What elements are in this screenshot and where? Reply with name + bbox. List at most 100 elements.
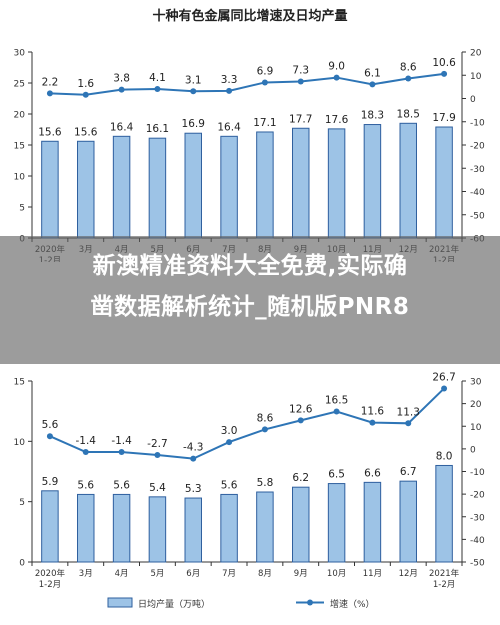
line-value-label: -1.4	[76, 435, 97, 447]
bar	[184, 497, 202, 563]
line-point	[154, 451, 161, 458]
right-tick-label: -40	[470, 188, 485, 198]
bar	[256, 491, 274, 563]
line-point	[441, 70, 448, 77]
line-point	[405, 75, 412, 82]
left-tick-label: 30	[14, 49, 26, 59]
right-tick-label: 10	[470, 423, 482, 433]
left-tick-label: 25	[14, 80, 25, 90]
right-tick-label: -50	[470, 211, 485, 221]
line-value-label: 6.9	[257, 65, 274, 77]
line-value-label: 7.3	[292, 65, 309, 77]
bar-value-label: 16.4	[217, 121, 241, 133]
legend-bar-label: 日均产量（万吨）	[138, 598, 210, 610]
right-tick-label: -20	[470, 491, 485, 501]
line-point	[82, 449, 89, 456]
bar	[435, 464, 453, 563]
watermark-line-2: 凿数据解析统计_随机版PNR8	[90, 294, 410, 320]
x-tick-label: 12月	[399, 569, 418, 579]
legend-line-label: 增速（%）	[330, 598, 375, 610]
bar	[327, 483, 346, 563]
line-value-label: 10.6	[432, 57, 456, 69]
line-point	[118, 449, 125, 456]
right-tick-label: 0	[470, 445, 476, 455]
bar	[148, 137, 167, 239]
growth-line	[49, 72, 445, 96]
bar-value-label: 15.6	[74, 126, 98, 138]
line-value-label: 3.0	[221, 425, 238, 437]
right-tick-label: -10	[470, 468, 485, 478]
right-tick-label: 30	[470, 378, 482, 388]
left-tick-label: 5	[19, 498, 25, 508]
bar	[399, 480, 417, 563]
x-tick-label: 11月	[363, 569, 382, 579]
x-tick-label: 10月	[327, 569, 346, 579]
line-point	[333, 408, 340, 415]
watermark-line-1: 新澳精准资料大全免费,实际确	[92, 253, 408, 279]
line-value-label: 3.1	[185, 74, 202, 86]
bar-value-label: 5.4	[149, 482, 166, 494]
line-point	[261, 426, 268, 433]
bar-value-label: 17.7	[289, 113, 312, 125]
line-point	[46, 433, 53, 440]
line-value-label: 1.6	[77, 78, 94, 90]
bar	[77, 493, 95, 563]
x-tick-label: 9月	[294, 569, 308, 579]
line-value-label: -2.7	[147, 438, 168, 450]
line-point	[441, 385, 448, 392]
left-tick-label: 15	[14, 378, 25, 388]
line-value-label: 8.6	[400, 62, 417, 74]
bar	[363, 124, 382, 239]
chart-title: 十种有色金属同比增速及日均产量	[152, 8, 347, 24]
right-tick-label: -40	[470, 536, 485, 546]
line-point	[82, 91, 89, 98]
bar	[363, 481, 382, 563]
right-tick-label: -30	[470, 165, 485, 175]
bar	[112, 135, 131, 239]
bar-value-label: 17.9	[432, 112, 455, 124]
bar	[77, 140, 95, 239]
line-value-label: 5.6	[42, 419, 59, 431]
right-tick-label: -20	[470, 142, 485, 152]
right-tick-label: -50	[470, 559, 485, 569]
right-tick-label: 20	[470, 400, 482, 410]
bar-value-label: 15.6	[38, 126, 62, 138]
bar-value-label: 5.6	[77, 479, 94, 491]
line-value-label: 11.6	[361, 406, 385, 418]
bar-value-label: 6.2	[292, 472, 309, 484]
left-tick-label: 10	[14, 173, 26, 183]
bar	[220, 493, 238, 563]
line-value-label: -4.3	[183, 442, 204, 454]
bar-value-label: 5.9	[42, 476, 59, 488]
bar	[399, 122, 417, 239]
right-tick-label: -10	[470, 118, 485, 128]
bar	[41, 490, 59, 563]
x-tick-label: 7月	[222, 569, 236, 579]
line-point	[154, 85, 161, 92]
watermark-band	[0, 236, 500, 364]
bar-value-label: 16.9	[182, 118, 205, 130]
bar-value-label: 6.5	[328, 469, 345, 481]
line-point	[297, 78, 304, 85]
line-value-label: 3.3	[221, 74, 238, 86]
bar	[435, 126, 453, 239]
left-tick-label: 5	[19, 204, 25, 214]
bar-value-label: 18.3	[361, 110, 384, 122]
bar-value-label: 8.0	[436, 450, 453, 462]
right-tick-label: 0	[470, 95, 476, 105]
line-value-label: 6.1	[364, 67, 381, 79]
line-point	[190, 88, 197, 95]
chart-bottom: 0 5 10 15 -50 -40 -30 -20 -10 0 10 20 30 2020年 1-2月 3月 4…	[14, 371, 485, 610]
right-tick-label: 20	[470, 49, 482, 59]
line-point	[46, 90, 53, 97]
bar-value-label: 6.6	[364, 467, 381, 479]
x-tick-label: 8月	[258, 569, 272, 579]
bar-value-label: 16.1	[146, 123, 169, 135]
right-tick-label: 10	[470, 72, 482, 82]
line-point	[297, 417, 304, 424]
bar	[184, 132, 202, 239]
line-point	[405, 420, 412, 427]
bar	[220, 135, 238, 239]
